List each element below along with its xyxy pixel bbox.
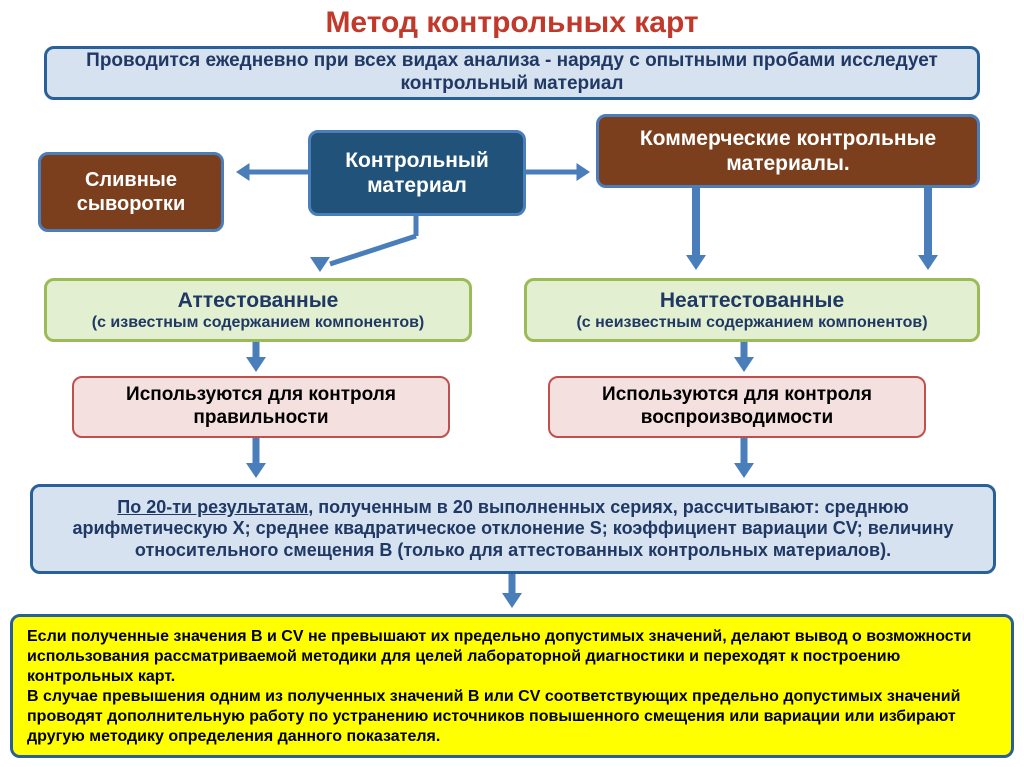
results-box: По 20-ти результатам, полученным в 20 вы… xyxy=(30,484,996,574)
title-text: Метод контрольных карт xyxy=(325,6,698,39)
neattestovannye-title: Неаттестованные xyxy=(660,288,844,313)
results-text: По 20-ти результатам, полученным в 20 вы… xyxy=(43,497,983,562)
neattestovannye-box: Неаттестованные (с неизвестным содержани… xyxy=(524,278,980,342)
page-title: Метод контрольных карт xyxy=(0,0,1024,42)
kommercheskie-box: Коммерческие контрольные материалы. xyxy=(596,114,980,188)
subtitle-box: Проводится ежедневно при всех видах анал… xyxy=(44,46,980,100)
attestovannye-box: Аттестованные (с известным содержанием к… xyxy=(44,278,472,342)
vosproizvodimosti-text: Используются для контроля воспроизводимо… xyxy=(560,384,914,430)
attestovannye-sub: (с известным содержанием компонентов) xyxy=(92,313,425,332)
pravilnosti-box: Используются для контроля правильности xyxy=(72,376,450,438)
kontrolnyi-text: Контрольный материал xyxy=(321,148,513,198)
conclusion-text: Если полученные значения В и CV не превы… xyxy=(27,627,997,747)
kontrolnyi-box: Контрольный материал xyxy=(308,130,526,216)
conclusion-box: Если полученные значения В и CV не превы… xyxy=(10,614,1014,758)
kommercheskie-text: Коммерческие контрольные материалы. xyxy=(609,126,967,176)
subtitle-text: Проводится ежедневно при всех видах анал… xyxy=(57,50,967,96)
vosproizvodimosti-box: Используются для контроля воспроизводимо… xyxy=(548,376,926,438)
attestovannye-title: Аттестованные xyxy=(178,288,339,313)
pravilnosti-text: Используются для контроля правильности xyxy=(84,384,438,430)
slivnye-text: Сливные сыворотки xyxy=(51,168,211,216)
slivnye-box: Сливные сыворотки xyxy=(38,152,224,232)
neattestovannye-sub: (с неизвестным содержанием компонентов) xyxy=(576,313,927,332)
